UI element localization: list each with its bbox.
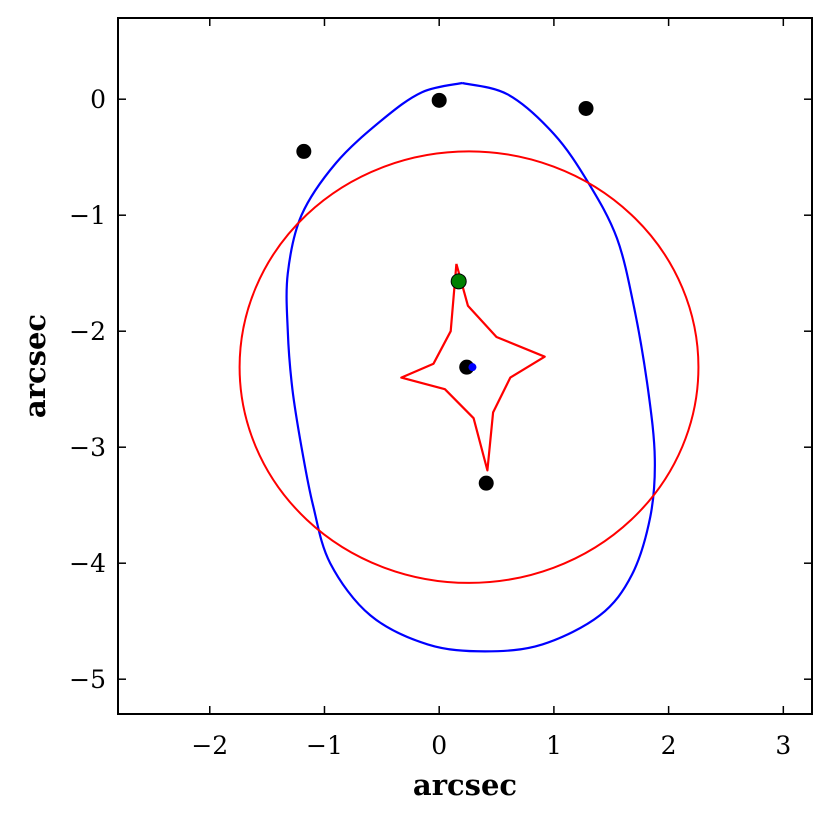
x-tick-label: −1	[306, 731, 343, 760]
point-image-0	[296, 143, 312, 159]
point-lens-4	[459, 359, 475, 375]
y-tick-label: −5	[69, 665, 106, 694]
y-axis-label: arcsec	[18, 314, 52, 418]
plot-content	[238, 81, 700, 653]
x-tick-label: 2	[661, 731, 677, 760]
axis-ticks	[118, 18, 812, 714]
red-critical-ellipse	[238, 150, 700, 584]
y-tick-label: −1	[69, 201, 106, 230]
point-source-marker-5	[468, 363, 477, 372]
y-tick-label: −3	[69, 433, 106, 462]
y-tick-label: −2	[69, 317, 106, 346]
tick-labels: −2 −1 0 1 2 3 0 −1 −2 −3 −4 −5	[69, 85, 791, 760]
x-tick-label: 1	[546, 731, 562, 760]
caustic-curve	[400, 263, 546, 472]
point-image-3	[478, 475, 494, 491]
plot-frame	[117, 17, 813, 715]
x-tick-label: 3	[775, 731, 791, 760]
y-tick-label: 0	[90, 85, 106, 114]
x-tick-label: 0	[431, 731, 447, 760]
point-source-6	[450, 273, 467, 290]
blue-critical-curve	[285, 81, 656, 653]
point-image-1	[431, 92, 447, 108]
x-axis-label: arcsec	[413, 768, 517, 802]
y-tick-label: −4	[69, 549, 106, 578]
x-tick-label: −2	[191, 731, 228, 760]
point-image-2	[578, 100, 594, 116]
